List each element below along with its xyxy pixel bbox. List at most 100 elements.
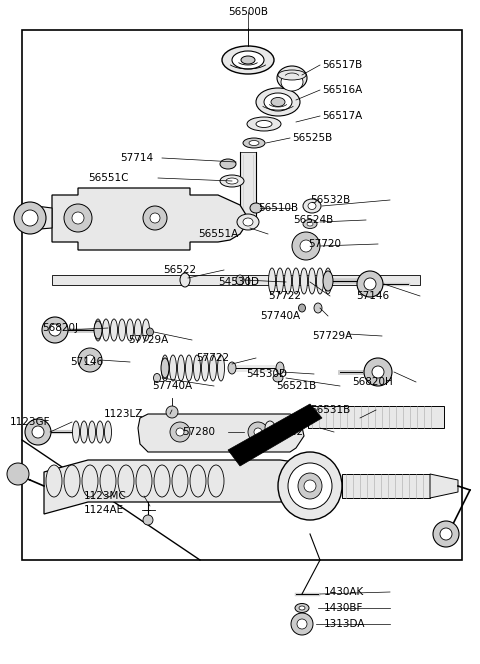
Ellipse shape xyxy=(185,355,192,381)
Circle shape xyxy=(364,358,392,386)
Ellipse shape xyxy=(247,117,281,131)
Text: 54530D: 54530D xyxy=(246,369,287,379)
Circle shape xyxy=(64,204,92,232)
Polygon shape xyxy=(228,404,322,466)
Text: 57722: 57722 xyxy=(196,353,229,363)
Text: 57740A: 57740A xyxy=(260,311,300,321)
Ellipse shape xyxy=(136,465,152,497)
Text: 57729A: 57729A xyxy=(312,331,352,341)
Text: 1123LZ: 1123LZ xyxy=(104,409,144,419)
Circle shape xyxy=(166,406,178,418)
Ellipse shape xyxy=(154,373,160,382)
Circle shape xyxy=(440,528,452,540)
Ellipse shape xyxy=(243,138,265,148)
Ellipse shape xyxy=(285,268,291,294)
Ellipse shape xyxy=(161,355,168,381)
Text: 57722: 57722 xyxy=(268,291,301,301)
Ellipse shape xyxy=(134,319,142,341)
Ellipse shape xyxy=(82,465,98,497)
Ellipse shape xyxy=(314,303,322,313)
Circle shape xyxy=(14,202,46,234)
Ellipse shape xyxy=(110,319,118,341)
Text: 56525B: 56525B xyxy=(292,133,332,143)
Circle shape xyxy=(32,426,44,438)
Text: 57720: 57720 xyxy=(308,239,341,249)
Ellipse shape xyxy=(256,88,300,116)
Text: 56516A: 56516A xyxy=(322,85,362,95)
Ellipse shape xyxy=(276,268,284,294)
Ellipse shape xyxy=(161,358,169,378)
Ellipse shape xyxy=(100,465,116,497)
Ellipse shape xyxy=(217,355,225,381)
Ellipse shape xyxy=(265,421,275,435)
Ellipse shape xyxy=(178,355,184,381)
Text: 1313DA: 1313DA xyxy=(324,619,365,629)
Ellipse shape xyxy=(237,214,259,230)
Ellipse shape xyxy=(309,268,315,294)
Polygon shape xyxy=(138,414,304,452)
Ellipse shape xyxy=(193,355,201,381)
Text: 1430AK: 1430AK xyxy=(324,587,364,597)
Ellipse shape xyxy=(220,159,236,169)
Polygon shape xyxy=(342,474,430,498)
Ellipse shape xyxy=(276,362,284,374)
Ellipse shape xyxy=(220,175,244,187)
Text: 56532B: 56532B xyxy=(310,195,350,205)
Ellipse shape xyxy=(81,421,87,443)
Ellipse shape xyxy=(241,56,255,64)
Circle shape xyxy=(433,521,459,547)
Text: 56517A: 56517A xyxy=(322,111,362,121)
Text: 56522: 56522 xyxy=(163,265,196,275)
Text: 1124AE: 1124AE xyxy=(84,505,124,515)
Circle shape xyxy=(42,317,68,343)
Text: 56522: 56522 xyxy=(270,427,303,437)
Ellipse shape xyxy=(288,463,332,509)
Polygon shape xyxy=(308,406,444,428)
Ellipse shape xyxy=(103,319,109,341)
Text: 57740A: 57740A xyxy=(152,381,192,391)
Ellipse shape xyxy=(96,421,104,443)
Ellipse shape xyxy=(88,421,96,443)
Ellipse shape xyxy=(281,73,303,91)
Circle shape xyxy=(150,213,160,223)
Ellipse shape xyxy=(243,218,253,226)
Circle shape xyxy=(176,428,184,436)
Polygon shape xyxy=(28,205,52,230)
Circle shape xyxy=(49,324,61,336)
Polygon shape xyxy=(52,275,248,285)
Ellipse shape xyxy=(232,51,264,69)
Ellipse shape xyxy=(180,273,190,287)
Text: 1123GF: 1123GF xyxy=(10,417,50,427)
Ellipse shape xyxy=(190,465,206,497)
Ellipse shape xyxy=(278,70,306,80)
Ellipse shape xyxy=(222,46,274,74)
Ellipse shape xyxy=(316,268,324,294)
Ellipse shape xyxy=(292,268,300,294)
Text: 57729A: 57729A xyxy=(128,335,168,345)
Text: 54530D: 54530D xyxy=(218,277,259,287)
Ellipse shape xyxy=(118,465,134,497)
Ellipse shape xyxy=(236,275,244,285)
Ellipse shape xyxy=(46,465,62,497)
Text: 56521B: 56521B xyxy=(276,381,316,391)
Ellipse shape xyxy=(146,328,154,336)
Ellipse shape xyxy=(202,355,208,381)
Ellipse shape xyxy=(64,465,80,497)
Circle shape xyxy=(248,422,268,442)
Ellipse shape xyxy=(299,606,305,610)
Polygon shape xyxy=(248,275,420,285)
Ellipse shape xyxy=(324,268,332,294)
Text: 57714: 57714 xyxy=(120,153,153,163)
Circle shape xyxy=(85,355,95,365)
Circle shape xyxy=(297,619,307,629)
Polygon shape xyxy=(430,474,458,498)
Ellipse shape xyxy=(95,319,101,341)
Ellipse shape xyxy=(295,604,309,612)
Ellipse shape xyxy=(228,362,236,374)
Text: 56551C: 56551C xyxy=(88,173,129,183)
Text: 56820H: 56820H xyxy=(352,377,393,387)
Ellipse shape xyxy=(72,421,80,443)
Polygon shape xyxy=(44,460,330,514)
Ellipse shape xyxy=(209,355,216,381)
Ellipse shape xyxy=(308,203,316,210)
